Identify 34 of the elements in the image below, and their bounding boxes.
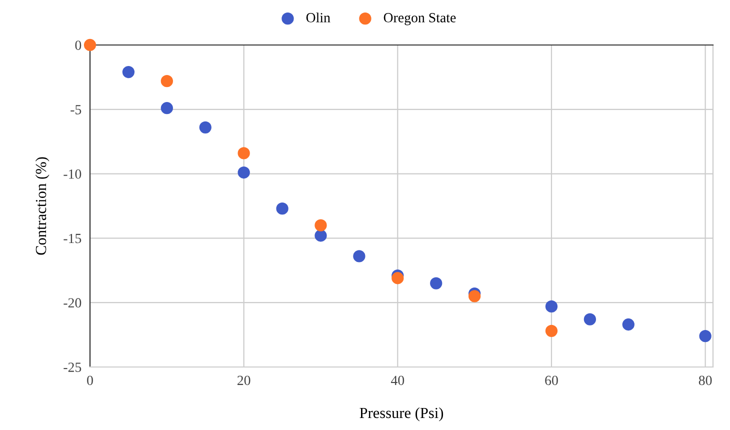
point (238, 147, 250, 160)
point (238, 166, 250, 179)
point (468, 290, 481, 302)
point (314, 219, 327, 232)
point (699, 330, 712, 342)
point (160, 102, 173, 114)
x-tick-label: 60 (545, 376, 558, 386)
point (392, 272, 404, 284)
point (430, 277, 442, 290)
y-tick-label: -20 (64, 298, 82, 308)
point (199, 121, 212, 134)
x-axis-title: Pressure (Psi) (360, 407, 444, 422)
point (545, 300, 558, 313)
y-tick-label: -25 (64, 362, 82, 372)
point (314, 230, 327, 242)
x-tick-label: 80 (698, 376, 712, 386)
point (160, 74, 173, 88)
point (353, 250, 366, 262)
point (276, 202, 288, 215)
point (545, 324, 558, 338)
y-axis-title: Contraction (%) (35, 157, 50, 255)
x-tick-label: 40 (390, 376, 404, 386)
legend-label: Olin (306, 12, 330, 22)
point (622, 318, 634, 331)
point (584, 313, 596, 326)
x-tick-label: 0 (87, 376, 93, 386)
y-tick-label: -10 (64, 169, 82, 179)
y-tick-label: -5 (70, 105, 82, 114)
x-tick-label: 20 (237, 376, 250, 386)
point (84, 38, 96, 52)
point (122, 66, 135, 78)
legend-label: Oregon State (384, 13, 456, 26)
y-tick-label: -15 (64, 234, 82, 244)
y-tick-label: 0 (75, 40, 82, 50)
